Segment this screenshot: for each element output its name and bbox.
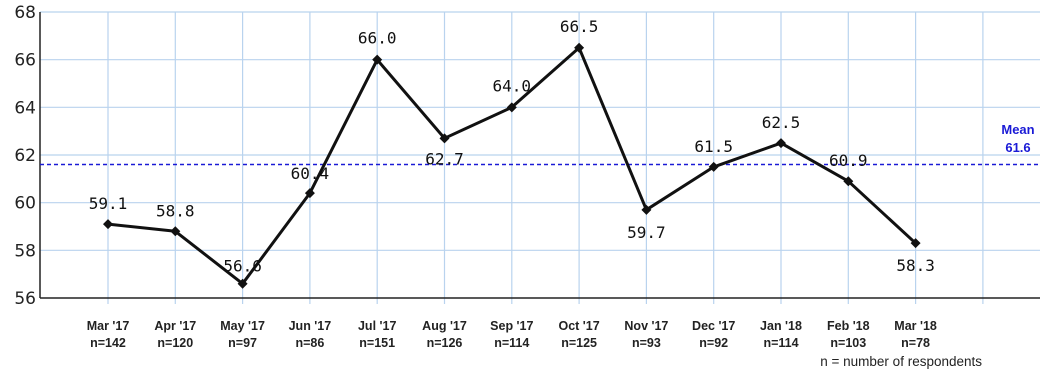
data-label: 56.6 bbox=[223, 257, 262, 276]
x-tick-label: Mar '18 bbox=[894, 319, 937, 333]
x-tick-respondents: n=120 bbox=[157, 336, 193, 350]
axes: 56 58 60 62 64 66 68 bbox=[14, 3, 1040, 309]
x-tick-respondents: n=125 bbox=[561, 336, 597, 350]
y-tick-label: 68 bbox=[14, 3, 36, 23]
data-label: 58.3 bbox=[896, 256, 935, 275]
x-tick-respondents: n=86 bbox=[295, 336, 324, 350]
data-label: 66.0 bbox=[358, 29, 397, 48]
data-label: 60.4 bbox=[291, 164, 330, 183]
mean-value-label: 61.6 bbox=[1005, 140, 1030, 155]
data-label: 58.8 bbox=[156, 201, 195, 220]
x-tick-respondents: n=151 bbox=[359, 336, 395, 350]
data-point bbox=[708, 161, 719, 172]
x-tick-label: May '17 bbox=[220, 319, 265, 333]
data-label: 59.1 bbox=[89, 194, 128, 213]
x-tick-label: Apr '17 bbox=[154, 319, 196, 333]
y-tick-label: 56 bbox=[14, 289, 36, 309]
data-label: 62.7 bbox=[425, 149, 464, 168]
x-tick-label: Feb '18 bbox=[827, 319, 870, 333]
x-tick-label: Oct '17 bbox=[559, 319, 600, 333]
series-line-group bbox=[103, 42, 921, 289]
data-point bbox=[574, 42, 585, 53]
x-tick-label: Mar '17 bbox=[87, 319, 130, 333]
data-label: 64.0 bbox=[493, 76, 532, 95]
data-point bbox=[439, 133, 450, 144]
x-tick-label: Aug '17 bbox=[422, 319, 467, 333]
x-tick-respondents: n=93 bbox=[632, 336, 661, 350]
data-label: 61.5 bbox=[694, 137, 733, 156]
data-label: 66.5 bbox=[560, 17, 599, 36]
x-tick-label: Nov '17 bbox=[624, 319, 668, 333]
x-tick-labels: Mar '17 n=142 Apr '17 n=120 May '17 n=97 Jun '… bbox=[87, 319, 937, 350]
data-label: 62.5 bbox=[762, 113, 801, 132]
data-point bbox=[237, 278, 248, 289]
data-point bbox=[506, 102, 517, 113]
data-point bbox=[170, 226, 181, 237]
mean-line-group: Mean 61.6 bbox=[40, 122, 1040, 166]
x-tick-respondents: n=114 bbox=[494, 336, 529, 350]
data-point bbox=[843, 176, 854, 187]
y-tick-label: 64 bbox=[14, 98, 36, 118]
y-tick-label: 66 bbox=[14, 51, 36, 71]
y-tick-label: 62 bbox=[14, 146, 36, 166]
data-point bbox=[910, 238, 921, 249]
x-tick-respondents: n=142 bbox=[90, 336, 126, 350]
y-tick-label: 60 bbox=[14, 194, 36, 214]
x-tick-label: Jun '17 bbox=[289, 319, 332, 333]
x-tick-label: Jul '17 bbox=[358, 319, 396, 333]
data-point bbox=[103, 219, 113, 230]
x-tick-respondents: n=97 bbox=[228, 336, 257, 350]
data-label: 59.7 bbox=[627, 223, 666, 242]
x-tick-respondents: n=126 bbox=[427, 336, 463, 350]
data-labels: 59.1 58.8 56.6 60.4 66.0 62.7 64.0 66.5 59.7 61.5… bbox=[89, 17, 935, 276]
y-tick-label: 58 bbox=[14, 241, 36, 261]
data-point bbox=[304, 188, 315, 199]
data-point bbox=[372, 54, 383, 65]
x-tick-respondents: n=103 bbox=[830, 336, 866, 350]
x-tick-label: Jan '18 bbox=[760, 319, 802, 333]
x-tick-label: Dec '17 bbox=[692, 319, 735, 333]
data-point bbox=[776, 138, 786, 149]
x-tick-respondents: n=92 bbox=[699, 336, 728, 350]
mean-label: Mean bbox=[1001, 122, 1034, 137]
grid bbox=[40, 11, 1040, 304]
x-tick-respondents: n=78 bbox=[901, 336, 930, 350]
footnote: n = number of respondents bbox=[820, 354, 982, 369]
data-point bbox=[641, 204, 652, 215]
x-tick-label: Sep '17 bbox=[490, 319, 533, 333]
x-tick-respondents: n=114 bbox=[763, 336, 798, 350]
data-label: 60.9 bbox=[829, 151, 868, 170]
